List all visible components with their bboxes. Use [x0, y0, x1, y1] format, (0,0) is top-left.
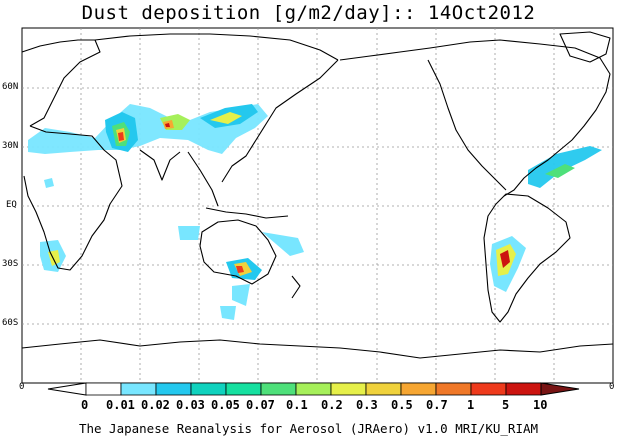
- colorbar-start-arrow: [47, 382, 87, 396]
- dust-region-australia: [178, 226, 200, 240]
- coast-antarctica: [21, 339, 614, 359]
- colorbar-label: 0.05: [211, 398, 240, 412]
- lat-label-30n: 30N: [2, 141, 19, 151]
- colorbar-cell: [85, 382, 122, 396]
- colorbar-label: 10: [533, 398, 548, 412]
- lat-label-60n: 60N: [2, 82, 19, 92]
- dust-hotspot-arabia: [118, 132, 124, 141]
- lat-label-60s: 60S: [2, 318, 19, 328]
- colorbar-cell: [365, 382, 402, 396]
- credit-line: The Japanese Reanalysis for Aerosol (JRA…: [78, 421, 539, 436]
- lon-label-right: 0: [609, 382, 615, 392]
- colorbar-label: 0.01: [106, 398, 135, 412]
- colorbar-label: 0.2: [321, 398, 343, 412]
- colorbar-cell: [295, 382, 332, 396]
- colorbar-cell: [190, 382, 227, 396]
- colorbar-cell: [435, 382, 472, 396]
- coast-europe: [21, 39, 101, 127]
- coast-new-zealand: [291, 275, 301, 299]
- colorbar-cell: [470, 382, 507, 396]
- coast-africa: [23, 125, 123, 271]
- colorbar-label: 0.02: [141, 398, 170, 412]
- coast-south-america: [483, 193, 571, 323]
- colorbar-cell: [225, 382, 262, 396]
- colorbar-label: 0.07: [246, 398, 275, 412]
- coast-north-america: [339, 39, 611, 197]
- coast-north-america-west: [427, 59, 507, 191]
- coast-asia-north: [94, 33, 339, 61]
- colorbar: [47, 382, 580, 396]
- colorbar-label: 0.1: [286, 398, 308, 412]
- colorbar-label: 1: [467, 398, 475, 412]
- coast-greenland: [559, 31, 611, 63]
- coast-india: [139, 149, 181, 181]
- colorbar-label: 0.03: [176, 398, 205, 412]
- colorbar-end-arrow: [540, 382, 580, 396]
- gridlines: [22, 28, 613, 383]
- dust-deposition-field: [28, 104, 602, 320]
- colorbar-label: 5: [502, 398, 510, 412]
- lon-label-left: 0: [19, 382, 25, 392]
- colorbar-cell: [155, 382, 192, 396]
- colorbar-label: 0.3: [356, 398, 378, 412]
- coastlines: [21, 31, 614, 359]
- colorbar-cell: [120, 382, 157, 396]
- colorbar-label: 0.5: [391, 398, 413, 412]
- lat-label-30s: 30S: [2, 259, 19, 269]
- colorbar-cell: [260, 382, 297, 396]
- colorbar-cell: [330, 382, 367, 396]
- map-title: Dust deposition [g/m2/day]:: 14Oct2012: [81, 2, 536, 24]
- colorbar-cell: [400, 382, 437, 396]
- coast-australia: [199, 219, 277, 285]
- colorbar-label: 0: [81, 398, 89, 412]
- lat-label-eq: EQ: [6, 200, 17, 210]
- coast-east-asia: [221, 59, 339, 183]
- colorbar-cell: [505, 382, 542, 396]
- colorbar-label: 0.7: [426, 398, 448, 412]
- map-frame: [21, 27, 614, 384]
- coast-indonesia: [205, 207, 289, 219]
- coast-southeast-asia: [187, 151, 219, 207]
